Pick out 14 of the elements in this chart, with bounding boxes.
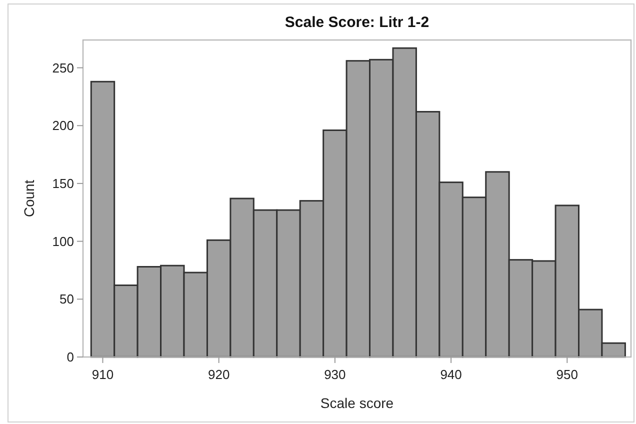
x-tick-label: 910 [92, 367, 114, 382]
x-tick-label: 950 [556, 367, 578, 382]
y-axis-title: Count [21, 180, 37, 218]
y-tick-label: 100 [52, 234, 74, 249]
x-tick-label: 940 [440, 367, 462, 382]
x-tick-label: 920 [208, 367, 230, 382]
y-tick-label: 0 [66, 350, 74, 365]
x-axis-title: Scale score [320, 395, 394, 411]
y-tick-label: 250 [52, 60, 74, 76]
x-tick-label: 930 [324, 367, 346, 382]
y-tick-label: 150 [52, 176, 74, 192]
y-tick-label: 200 [52, 118, 74, 134]
y-tick-label: 50 [60, 292, 74, 307]
chart-title: Scale Score: Litr 1-2 [284, 14, 430, 31]
